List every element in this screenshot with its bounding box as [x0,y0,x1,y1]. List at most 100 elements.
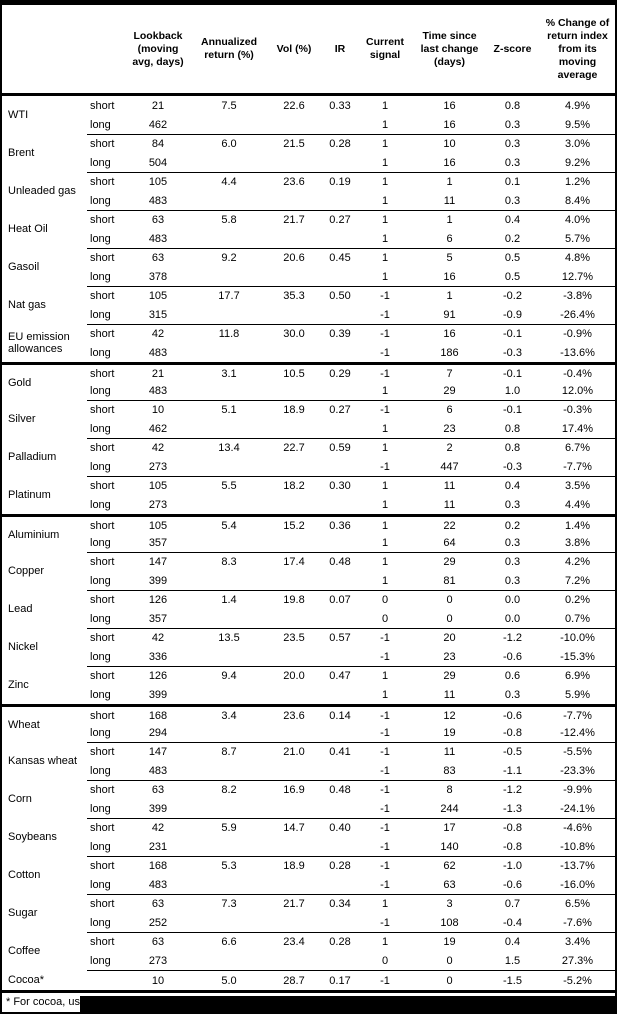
cell-vol: 18.9 [283,404,305,417]
commodity-name: WTI [8,109,29,121]
row-values-grid: short 147 8.3 17.4 0.48 1 29 0.3 4.2% long 399 1 81 0… [87,552,615,590]
cell-vol: 23.4 [283,936,305,949]
cell-pct-change: 6.7% [564,442,591,455]
commodity-name: Corn [8,793,32,805]
cell-pct-change: -13.7% [560,860,595,873]
col-header-ir: IR [334,42,346,55]
row-values-grid: short 84 6.0 21.5 0.28 1 10 0.3 3.0% long 504 1 16 0.… [87,134,615,172]
cell-signal: -1 [380,709,390,722]
cell-zscore: -0.8 [503,727,522,740]
cell-zscore: -0.6 [503,709,522,722]
cell-annualized-return: 9.2 [221,252,237,265]
cell-time-since: 19 [443,727,456,740]
cell-lookback: 315 [148,308,168,321]
cell-time-since: 0 [446,954,453,967]
cell-time-since: 83 [443,764,456,777]
table-row: Cocoa* 10 5.0 28.7 0.17 -1 0 -1.5 -5.2% [2,970,615,990]
table-row: Silver short 10 5.1 18.9 0.27 -1 6 -0.1 -0.3% long… [2,400,615,438]
cell-pct-change: 9.5% [564,118,591,131]
cell-lookback: 84 [151,138,165,151]
cell-zscore: -0.1 [503,404,522,417]
commodity-name: Aluminium [8,528,60,541]
cell-annualized-return: 7.3 [221,898,237,911]
cell-lookback: 483 [148,764,168,777]
cell-lookback: 462 [148,422,168,435]
cell-lookback: 126 [148,670,168,683]
cell-zscore: -1.5 [503,974,522,987]
cell-sub-label: short [90,442,115,455]
cell-ir: 0.19 [329,176,351,189]
cell-time-since: 447 [440,460,459,473]
cell-pct-change: -7.7% [563,460,592,473]
cell-vol: 30.0 [283,328,305,341]
cell-signal: 0 [381,594,389,607]
commodity-name: Nickel [8,641,38,653]
cell-sub-label: short [90,898,115,911]
cell-zscore: -1.1 [503,764,522,777]
cell-signal: -1 [380,404,390,417]
cell-sub-label: long [90,802,111,815]
cell-signal: -1 [380,746,390,759]
cell-sub-label: long [90,537,111,550]
cell-time-since: 11 [443,498,456,511]
cell-lookback: 63 [151,936,165,949]
cell-zscore: 0.0 [504,612,521,625]
cell-sub-label: long [90,422,111,435]
cell-signal: 1 [381,194,389,207]
cell-signal: 1 [381,480,389,493]
cell-pct-change: 3.4% [564,936,591,949]
cell-signal: 1 [381,138,389,151]
cell-time-since: 12 [443,709,456,722]
cell-time-since: 11 [443,746,456,759]
cell-zscore: 0.3 [504,556,521,569]
cell-zscore: 0.0 [504,594,521,607]
commodity-name: Lead [8,603,33,615]
cell-signal: -1 [380,632,390,645]
cell-zscore: -0.6 [503,878,522,891]
cell-sub-label: long [90,878,111,891]
cell-signal: -1 [380,840,390,853]
cell-sub-label: short [90,784,115,797]
cell-time-since: 16 [443,270,456,283]
commodity-name: Zinc [8,679,29,691]
commodity-name: Cotton [8,869,41,881]
cell-pct-change: 8.4% [564,194,591,207]
row-values-grid: short 105 5.4 15.2 0.36 1 22 0.2 1.4% long 357 1 64 0… [87,517,615,552]
cell-signal: -1 [380,916,390,929]
cell-pct-change: 4.4% [564,498,591,511]
commodity-name: Coffee [8,945,41,957]
cell-lookback: 105 [148,176,168,189]
cell-signal: 1 [381,442,389,455]
commodity-name: Heat Oil [8,223,48,235]
table-row: Zinc short 126 9.4 20.0 0.47 1 29 0.6 6.9% long 399… [2,666,615,704]
cell-sub-label: short [90,860,115,873]
cell-time-since: 7 [446,367,453,380]
cell-zscore: 0.3 [504,138,521,151]
cell-lookback: 105 [148,519,168,532]
cell-sub-label: long [90,194,111,207]
cell-ir: 0.29 [329,367,351,380]
cell-annualized-return: 8.7 [221,746,237,759]
commodity-name: Platinum [8,489,51,501]
table-row: Copper short 147 8.3 17.4 0.48 1 29 0.3 4.2% long 3… [2,552,615,590]
cell-lookback: 336 [148,650,168,663]
cell-signal: 1 [381,214,389,227]
cell-time-since: 17 [443,822,456,835]
cell-sub-label: short [90,328,115,341]
cell-time-since: 64 [443,537,456,550]
cell-lookback: 63 [151,784,165,797]
cell-sub-label: long [90,270,111,283]
cell-annualized-return: 8.3 [221,556,237,569]
cell-sub-label: short [90,214,115,227]
cell-zscore: 0.3 [504,574,521,587]
cell-pct-change: 6.9% [564,670,591,683]
cell-time-since: 16 [443,328,456,341]
cell-ir: 0.33 [329,99,351,112]
cell-zscore: 0.3 [504,537,521,550]
cell-time-since: 1 [446,176,453,189]
cell-pct-change: 1.2% [564,176,591,189]
cell-sub-label: long [90,118,111,131]
table-row: Gold short 21 3.1 10.5 0.29 -1 7 -0.1 -0.4% long 48… [2,362,615,400]
col-header-time-since: Time since last change (days) [420,29,479,68]
cell-lookback: 483 [148,232,168,245]
